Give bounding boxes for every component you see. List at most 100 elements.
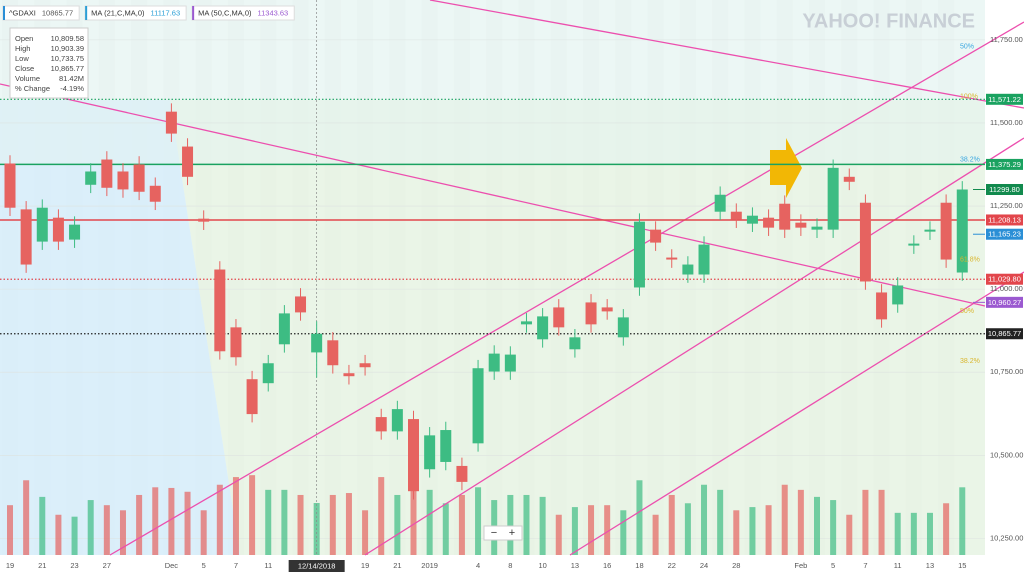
candle-body [440,430,452,462]
legend-name: ^GDAXI [9,8,36,17]
candle-body [811,226,823,230]
volume-bar [571,507,578,555]
volume-bar [297,494,304,555]
volume-bar [200,510,207,555]
volume-bar [894,512,901,555]
volume-bar [232,477,239,555]
legend-swatch [3,6,5,20]
volume-bar [71,516,78,555]
price-tag-label: 11,375.29 [988,160,1021,169]
volume-bar [668,494,675,555]
trendline [0,83,986,307]
zoom-in[interactable]: + [509,527,515,539]
y-tick-label: 11,500.00 [990,118,1023,127]
y-tick-label: 11,250.00 [990,201,1023,210]
volume-bar [733,510,740,555]
price-tag [986,93,1023,105]
volume-bar [701,484,708,555]
trendline [569,271,1024,556]
zoom-out[interactable]: − [491,527,497,539]
x-tick-label: 19 [6,561,14,570]
volume-bar [604,505,611,555]
volume-bar [717,489,724,555]
candle-body [182,146,194,177]
fib-label: 38.2% [960,358,980,365]
price-tag [986,328,1023,340]
candle-body [230,327,242,358]
x-tick-label: 13 [571,561,579,570]
volume-bar [814,496,820,555]
candle-body [633,221,645,288]
arrow [770,138,802,198]
volume-bar [426,489,433,555]
volume-bar [362,510,369,555]
x-tick-label: 4 [476,561,480,570]
legend-item: MA (21,C,MA,0) 11117.63 [84,5,187,21]
fib-label: 61.8% [960,256,980,263]
legend: ^GDAXI 10865.77 MA (21,C,MA,0) 11117.63 MA (… [2,5,295,21]
info-label: High [15,44,30,53]
fib-label: 38.2% [960,156,980,163]
info-label: Low [15,54,29,63]
candle-body [408,419,419,492]
x-tick-label: 16 [603,561,611,570]
volume-bar [249,475,256,555]
volume-bar [265,489,272,555]
volume-bar [749,507,756,555]
volume-bar [846,514,853,555]
candle-body [779,203,791,230]
info-value: 10,733.75 [51,54,84,63]
volume-bar [926,512,933,555]
price-tag-label: 11,029.80 [988,275,1021,284]
volume-bar [910,512,917,555]
x-tick-label: 7 [863,561,867,570]
volume-bar [781,484,788,555]
candle-body [20,209,32,265]
info-box: Open 10,809.58 High 10,903.39 Low 10,733.75 Cl… [9,27,89,99]
candle-body [4,163,16,208]
volume-bar [620,510,627,555]
shaded-region [170,100,985,555]
volume-bar [281,489,288,555]
candle-body [391,409,403,432]
volume-bar [878,489,885,555]
x-tick-label: 13 [926,561,934,570]
trendline [109,21,1024,556]
crosshair-tag [288,560,345,572]
levels [0,0,985,555]
shaded-region [0,100,240,555]
legend-swatch [192,6,195,20]
candle-body [553,307,565,328]
x-tick-label: 15 [958,561,966,570]
price-tag [986,214,1023,226]
candle-body [843,176,855,182]
candle-body [133,164,145,192]
volume-bar [394,494,401,555]
candle-body [375,417,387,432]
candle-body [101,159,113,188]
candle-body [456,465,468,482]
candle-body [520,321,532,325]
info-value: 10,865.77 [51,64,84,73]
candle-body [69,224,81,240]
volume-bar [87,500,94,555]
volume-bar [216,484,223,555]
candle-body [246,379,258,415]
volume-bar [7,505,13,555]
x-tick-label: 5 [202,561,206,570]
info-label: Volume [15,74,40,83]
x-tick-label: Feb [794,561,807,570]
price-tag-label: 10,865.77 [988,329,1021,338]
x-tick-label: 8 [508,561,512,570]
candle-body [569,337,581,350]
info-value: -4.19% [60,84,84,93]
price-tag-label: 10,960.27 [988,298,1021,307]
volume-bar [345,493,352,555]
volume-bar [797,489,804,555]
x-tick-label: 11 [264,561,272,570]
price-tag [986,183,1023,195]
volume-bar [410,459,417,555]
info-value: 10,903.39 [51,44,84,53]
info-label: % Change [15,84,50,93]
candle-body [763,217,775,228]
